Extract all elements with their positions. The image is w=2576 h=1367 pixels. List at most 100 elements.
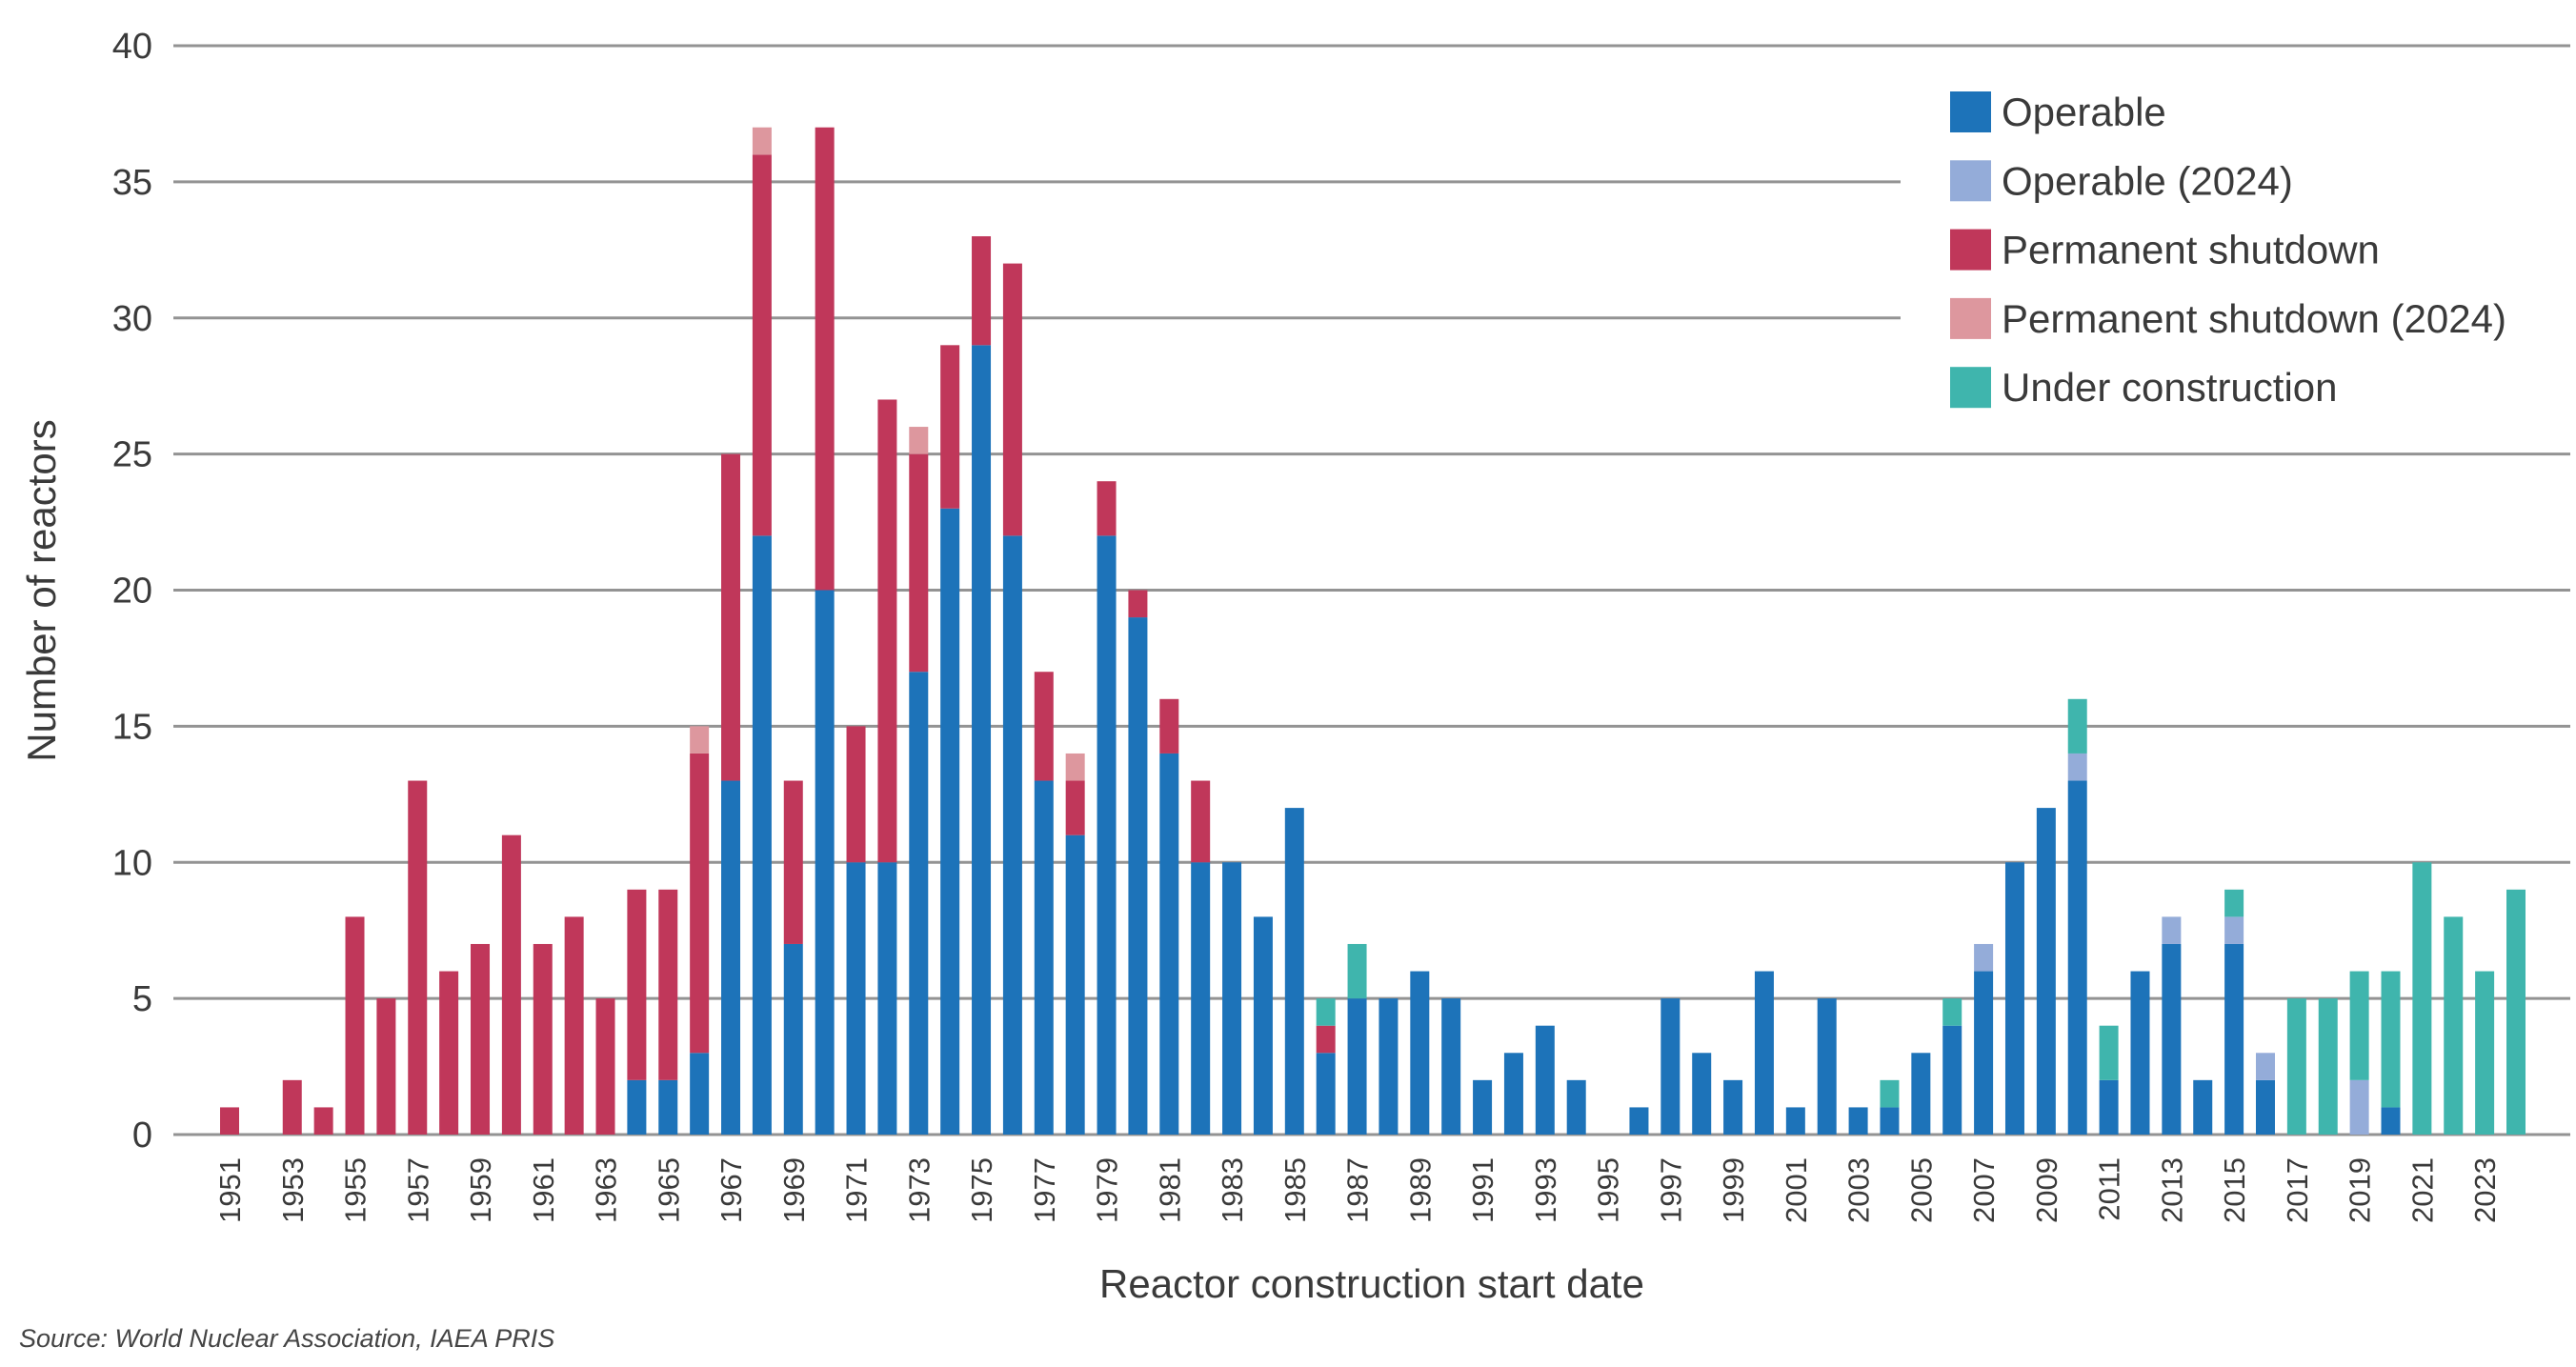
- x-tick-label: 1979: [1091, 1157, 1124, 1223]
- bar-segment: [1097, 481, 1117, 536]
- y-tick-label: 20: [112, 572, 152, 612]
- bar-segment: [658, 1079, 678, 1135]
- x-tick-label: 1989: [1403, 1157, 1437, 1223]
- bar-segment: [595, 998, 615, 1135]
- bar-segment: [2255, 1053, 2275, 1080]
- x-tick-label: 1981: [1153, 1157, 1186, 1223]
- bar-segment: [1222, 862, 1242, 1135]
- bar-segment: [1880, 1079, 1900, 1108]
- bar-segment: [627, 889, 647, 1080]
- bar-segment: [940, 345, 960, 509]
- bar-segment: [1503, 1053, 1523, 1135]
- bar-segment: [1785, 1107, 1805, 1135]
- x-tick-label: 1977: [1028, 1157, 1061, 1223]
- bar-segment: [1942, 998, 1962, 1026]
- x-tick-label: 2007: [1967, 1157, 2001, 1223]
- bar-segment: [783, 943, 803, 1135]
- legend-swatch: [1950, 91, 1991, 132]
- bar-segment: [815, 590, 835, 1135]
- y-tick-label: 40: [112, 27, 152, 67]
- bar-segment: [2224, 943, 2244, 1135]
- legend-swatch: [1950, 297, 1991, 339]
- legend-label: Permanent shutdown: [2002, 228, 2380, 272]
- x-tick-label: 1975: [965, 1157, 998, 1223]
- bar-segment: [752, 127, 772, 155]
- x-tick-label: 2011: [2093, 1157, 2126, 1221]
- bar-segment: [909, 453, 929, 673]
- bar-segment: [1253, 916, 1273, 1135]
- bars: [220, 127, 2526, 1135]
- bar-segment: [940, 508, 960, 1135]
- bar-segment: [1065, 834, 1085, 1135]
- bar-segment: [721, 780, 741, 1135]
- x-tick-label: 1967: [714, 1157, 748, 1223]
- bar-segment: [690, 726, 710, 754]
- bar-segment: [2099, 1025, 2119, 1080]
- bar-segment: [690, 753, 710, 1054]
- bar-segment: [533, 943, 553, 1135]
- bar-segment: [1723, 1079, 1743, 1135]
- x-tick-label: 2009: [2030, 1157, 2063, 1223]
- bar-segment: [2067, 698, 2087, 754]
- bar-segment: [1629, 1107, 1649, 1135]
- bar-segment: [1191, 780, 1211, 863]
- bar-segment: [1065, 780, 1085, 835]
- x-tick-label: 2021: [2405, 1157, 2439, 1223]
- bar-segment: [877, 862, 897, 1135]
- bar-segment: [972, 345, 992, 1135]
- y-tick-label: 35: [112, 163, 152, 203]
- bar-segment: [2506, 889, 2526, 1135]
- y-tick-labels: 0 5 10 15 20 25 30 35 40: [112, 27, 152, 1156]
- bar-segment: [877, 399, 897, 863]
- x-tick-label: 1993: [1529, 1157, 1562, 1223]
- bar-segment: [909, 672, 929, 1135]
- legend-swatch: [1950, 229, 1991, 271]
- bar-segment: [1692, 1053, 1712, 1135]
- bar-segment: [909, 427, 929, 454]
- bar-segment: [1159, 698, 1179, 754]
- bar-segment: [501, 834, 521, 1135]
- bar-segment: [2193, 1079, 2213, 1135]
- x-tick-label: 2015: [2218, 1157, 2251, 1223]
- bar-segment: [846, 862, 866, 1135]
- y-tick-label: 0: [132, 1116, 152, 1156]
- y-tick-label: 5: [132, 979, 152, 1019]
- x-tick-label: 2013: [2155, 1157, 2188, 1223]
- x-tick-label: 1951: [213, 1157, 247, 1223]
- bar-segment: [564, 916, 584, 1135]
- bar-segment: [2224, 916, 2244, 944]
- bar-segment: [2412, 862, 2432, 1135]
- legend-label: Operable: [2002, 90, 2166, 134]
- bar-segment: [972, 236, 992, 346]
- x-tick-label: 1999: [1717, 1157, 1750, 1223]
- x-tick-label: 2017: [2281, 1157, 2314, 1223]
- gridlines: [173, 44, 2570, 1136]
- x-tick-label: 1985: [1278, 1157, 1312, 1223]
- bar-segment: [1974, 971, 1994, 1135]
- bar-segment: [1441, 998, 1461, 1135]
- bar-segment: [2286, 998, 2306, 1135]
- bar-segment: [1316, 1025, 1336, 1054]
- bar-segment: [2162, 943, 2182, 1135]
- bar-segment: [313, 1107, 333, 1135]
- bar-segment: [1002, 263, 1022, 536]
- bar-segment: [2099, 1079, 2119, 1135]
- bar-segment: [690, 1053, 710, 1135]
- legend-label: Permanent shutdown (2024): [2002, 296, 2506, 341]
- bar-segment: [1316, 1053, 1336, 1135]
- bar-segment: [471, 943, 491, 1135]
- bar-segment: [783, 780, 803, 944]
- bar-segment: [1410, 971, 1430, 1135]
- bar-segment: [1942, 1025, 1962, 1135]
- x-tick-label: 1957: [401, 1157, 434, 1223]
- bar-segment: [627, 1079, 647, 1135]
- bar-segment: [2349, 1079, 2369, 1135]
- bar-segment: [2318, 998, 2338, 1135]
- bar-segment: [2067, 780, 2087, 1135]
- bar-segment: [1473, 1079, 1493, 1135]
- bar-segment: [1535, 1025, 1555, 1135]
- bar-segment: [1034, 672, 1054, 781]
- bar-segment: [2036, 808, 2056, 1135]
- x-tick-label: 1973: [902, 1157, 936, 1223]
- bar-segment: [2381, 1107, 2401, 1135]
